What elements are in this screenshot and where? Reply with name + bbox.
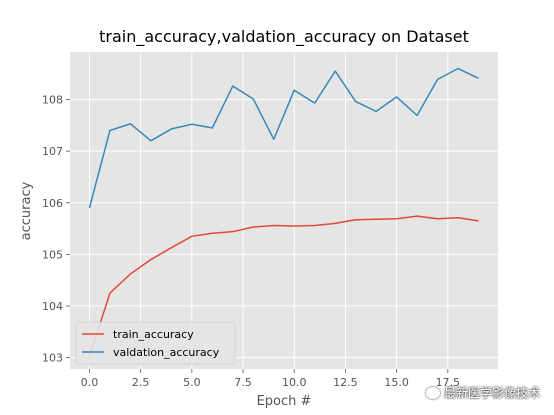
legend-box	[75, 321, 236, 365]
x-tick-label: 10.0	[282, 376, 307, 389]
y-axis-ticks: 103 104 105 106 107 108	[42, 93, 70, 365]
watermark-text: 最新医学影像技术	[443, 386, 540, 400]
legend: train_accuracy valdation_accuracy	[75, 321, 236, 365]
y-tick-label: 106	[42, 197, 63, 210]
y-tick-label: 107	[42, 145, 63, 158]
wechat-icon	[425, 386, 440, 399]
x-tick-label: 17.5	[436, 376, 461, 389]
x-tick-label: 0.0	[81, 376, 99, 389]
watermark: 最新医学影像技术	[425, 384, 540, 401]
y-tick-label: 108	[42, 93, 63, 106]
series-line-train	[88, 215, 479, 357]
y-axis-label: accuracy	[19, 181, 34, 240]
x-tick-label: 12.5	[333, 376, 358, 389]
legend-label-validation: valdation_accuracy	[113, 346, 220, 359]
x-axis-label: Epoch #	[257, 394, 312, 409]
x-tick-label: 5.0	[183, 376, 201, 389]
plot-background	[70, 52, 498, 369]
legend-label-train: train_accuracy	[113, 328, 194, 341]
x-tick-label: 2.5	[132, 376, 150, 389]
y-tick-label: 104	[42, 300, 63, 313]
y-tick-label: 103	[42, 352, 63, 365]
series-lines	[88, 67, 479, 357]
x-axis-ticks: 0.0 2.5 5.0 7.5 10.0 12.5 15.0 17.5	[81, 369, 460, 389]
series-line-validation	[88, 67, 479, 209]
x-tick-label: 15.0	[384, 376, 409, 389]
chart-title: train_accuracy,valdation_accuracy on Dat…	[99, 27, 469, 47]
y-tick-label: 105	[42, 248, 63, 261]
x-tick-label: 7.5	[234, 376, 252, 389]
